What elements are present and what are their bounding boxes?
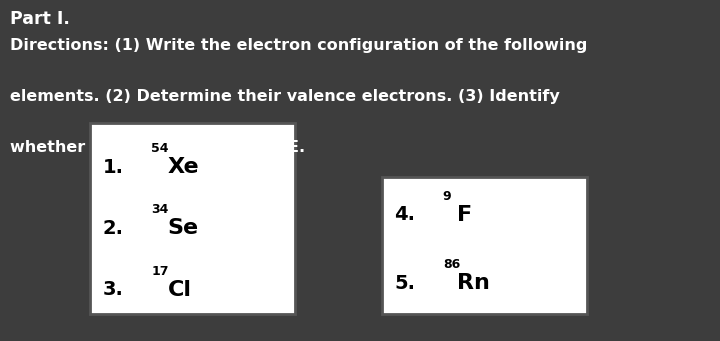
Text: Se: Se bbox=[168, 219, 199, 238]
Text: whether STABLE or NOT STABLE.: whether STABLE or NOT STABLE. bbox=[10, 140, 305, 155]
Text: 1.: 1. bbox=[103, 158, 124, 177]
Text: Rn: Rn bbox=[457, 273, 490, 293]
Text: Part I.: Part I. bbox=[10, 10, 70, 28]
Text: elements. (2) Determine their valence electrons. (3) Identify: elements. (2) Determine their valence el… bbox=[10, 89, 560, 104]
Text: 3.: 3. bbox=[103, 280, 124, 299]
Text: Cl: Cl bbox=[168, 280, 192, 300]
Text: 9: 9 bbox=[443, 190, 451, 203]
Text: 5.: 5. bbox=[395, 273, 415, 293]
Text: 34: 34 bbox=[151, 203, 168, 216]
Bar bbox=[90, 123, 295, 314]
Text: Xe: Xe bbox=[168, 157, 199, 177]
Text: 2.: 2. bbox=[103, 219, 124, 238]
Text: 4.: 4. bbox=[395, 205, 415, 224]
Text: 86: 86 bbox=[443, 258, 460, 271]
Bar bbox=[382, 177, 587, 314]
Text: 54: 54 bbox=[151, 142, 168, 155]
Text: 17: 17 bbox=[151, 265, 168, 278]
Text: Directions: (1) Write the electron configuration of the following: Directions: (1) Write the electron confi… bbox=[10, 38, 588, 53]
Text: F: F bbox=[457, 205, 472, 225]
